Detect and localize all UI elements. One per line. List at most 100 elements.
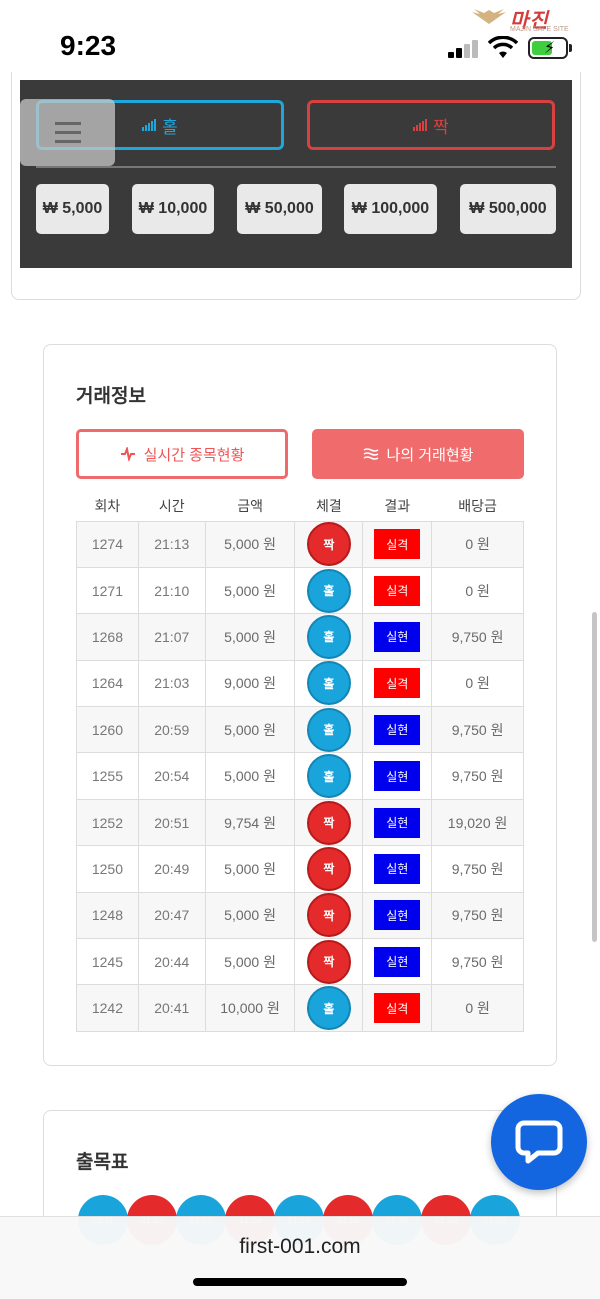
pick-ball: 홀 bbox=[306, 568, 351, 613]
pick-cell: 홀 bbox=[294, 566, 364, 615]
status-bar: 9:23 마진 MAJIN SAFE SITE ⚡ bbox=[0, 0, 600, 80]
signal-bars-icon bbox=[142, 119, 157, 131]
pick-ball: 짝 bbox=[306, 846, 351, 891]
hamburger-menu-button[interactable] bbox=[20, 99, 115, 166]
pick-cell: 짝 bbox=[294, 845, 364, 893]
round-cell: 1255 bbox=[76, 752, 139, 800]
pulse-icon bbox=[120, 447, 135, 461]
trade-table: 회차 시간 금액 체결 결과 배당금 1274 21:13 5,000 원 짝 실격 0 … bbox=[76, 491, 524, 1032]
result-cell: 실현 bbox=[362, 891, 433, 940]
result-badge: 실현 bbox=[374, 621, 421, 652]
watermark-logo: 마진 MAJIN SAFE SITE bbox=[470, 4, 596, 34]
table-row: 1245 20:44 5,000 원 짝 실현 9,750 원 bbox=[76, 938, 524, 986]
column-header: 회차 bbox=[94, 497, 121, 514]
time-cell: 21:10 bbox=[137, 566, 206, 615]
column-header: 배당금 bbox=[458, 497, 497, 514]
column-header: 금액 bbox=[237, 497, 263, 514]
payout-cell: 9,750 원 bbox=[431, 938, 524, 986]
watermark-subtext: MAJIN SAFE SITE bbox=[510, 26, 569, 33]
chip-button[interactable]: ₩ 500,000 bbox=[460, 184, 556, 234]
pick-ball: 홀 bbox=[306, 986, 351, 1031]
round-cell: 1245 bbox=[76, 938, 139, 986]
table-row: 1248 20:47 5,000 원 짝 실현 9,750 원 bbox=[76, 891, 524, 940]
wifi-icon bbox=[488, 36, 518, 58]
result-badge: 실현 bbox=[374, 900, 421, 931]
result-cell: 실격 bbox=[362, 520, 433, 568]
chip-button[interactable]: ₩ 100,000 bbox=[344, 184, 437, 234]
pick-cell: 홀 bbox=[294, 613, 364, 661]
result-cell: 실현 bbox=[362, 706, 433, 754]
browser-url-bar[interactable]: first-001.com bbox=[0, 1216, 600, 1299]
cellular-signal-icon bbox=[448, 40, 482, 58]
tab-mine-label: 나의 거래현황 bbox=[386, 446, 474, 464]
payout-cell: 0 원 bbox=[431, 520, 524, 568]
table-row: 1242 20:41 10,000 원 홀 실격 0 원 bbox=[76, 984, 524, 1032]
amount-cell: 5,000 원 bbox=[204, 613, 296, 661]
bet-even-button[interactable]: 짝 bbox=[307, 100, 555, 150]
table-row: 1268 21:07 5,000 원 홀 실현 9,750 원 bbox=[76, 613, 524, 661]
tab-my-trades[interactable]: 나의 거래현황 bbox=[312, 429, 524, 479]
result-cell: 실현 bbox=[362, 845, 433, 893]
amount-cell: 5,000 원 bbox=[204, 845, 296, 893]
time-cell: 20:44 bbox=[137, 938, 206, 986]
result-cell: 실현 bbox=[362, 938, 433, 986]
amount-cell: 9,000 원 bbox=[204, 659, 296, 708]
result-cell: 실격 bbox=[362, 566, 433, 615]
tab-live-label: 실시간 종목현황 bbox=[143, 446, 245, 464]
pick-cell: 짝 bbox=[294, 520, 364, 568]
pick-cell: 홀 bbox=[294, 752, 364, 800]
pick-cell: 짝 bbox=[294, 938, 364, 986]
chip-button[interactable]: ₩ 50,000 bbox=[237, 184, 322, 234]
payout-cell: 9,750 원 bbox=[431, 752, 524, 800]
pick-ball: 짝 bbox=[306, 893, 351, 938]
round-cell: 1242 bbox=[76, 984, 139, 1032]
result-badge: 실격 bbox=[374, 993, 421, 1024]
status-time: 9:23 bbox=[60, 30, 117, 61]
chip-button[interactable]: ₩ 5,000 bbox=[36, 184, 109, 234]
url-text: first-001.com bbox=[239, 1235, 361, 1258]
pick-cell: 홀 bbox=[294, 659, 364, 708]
amount-cell: 10,000 원 bbox=[204, 984, 296, 1032]
chip-button[interactable]: ₩ 10,000 bbox=[132, 184, 214, 234]
scrollbar[interactable] bbox=[592, 612, 597, 942]
column-header: 체결 bbox=[316, 497, 342, 514]
chat-button[interactable] bbox=[491, 1094, 587, 1190]
payout-cell: 9,750 원 bbox=[431, 891, 524, 940]
bet-odd-label: 홀 bbox=[162, 117, 178, 137]
result-badge: 실격 bbox=[374, 529, 421, 560]
result-cell: 실격 bbox=[362, 984, 433, 1032]
amount-cell: 5,000 원 bbox=[204, 752, 296, 800]
round-cell: 1271 bbox=[76, 566, 139, 615]
result-badge: 실격 bbox=[374, 668, 421, 699]
result-badge: 실현 bbox=[374, 946, 421, 977]
payout-cell: 0 원 bbox=[431, 984, 524, 1032]
table-header: 회차 시간 금액 체결 결과 배당금 bbox=[77, 491, 524, 521]
table-row: 1250 20:49 5,000 원 짝 실현 9,750 원 bbox=[76, 845, 524, 893]
time-cell: 21:03 bbox=[137, 659, 206, 708]
payout-cell: 0 원 bbox=[431, 659, 524, 708]
amount-cell: 5,000 원 bbox=[204, 938, 296, 986]
panel-divider bbox=[36, 166, 556, 168]
pick-ball: 짝 bbox=[306, 800, 351, 845]
time-cell: 20:54 bbox=[137, 752, 206, 800]
table-row: 1271 21:10 5,000 원 홀 실격 0 원 bbox=[76, 566, 524, 615]
watermark-text: 마진 bbox=[510, 10, 549, 32]
round-cell: 1268 bbox=[76, 613, 139, 661]
result-cell: 실현 bbox=[362, 752, 433, 800]
menu-icon bbox=[54, 122, 81, 125]
bet-even-label: 짝 bbox=[433, 117, 449, 137]
chart-title: 출목표 bbox=[76, 1152, 129, 1173]
payout-cell: 0 원 bbox=[431, 566, 524, 615]
result-cell: 실격 bbox=[362, 659, 433, 708]
amount-cell: 5,000 원 bbox=[204, 520, 296, 568]
payout-cell: 9,750 원 bbox=[431, 613, 524, 661]
round-cell: 1264 bbox=[76, 659, 139, 708]
trade-info-title: 거래정보 bbox=[76, 386, 146, 407]
list-icon bbox=[363, 448, 378, 460]
result-badge: 실현 bbox=[374, 761, 421, 792]
time-cell: 20:51 bbox=[137, 798, 206, 847]
home-indicator[interactable] bbox=[193, 1278, 407, 1286]
pick-ball: 홀 bbox=[306, 754, 351, 799]
tab-live-status[interactable]: 실시간 종목현황 bbox=[76, 429, 288, 479]
battery-icon: ⚡ bbox=[528, 37, 572, 59]
